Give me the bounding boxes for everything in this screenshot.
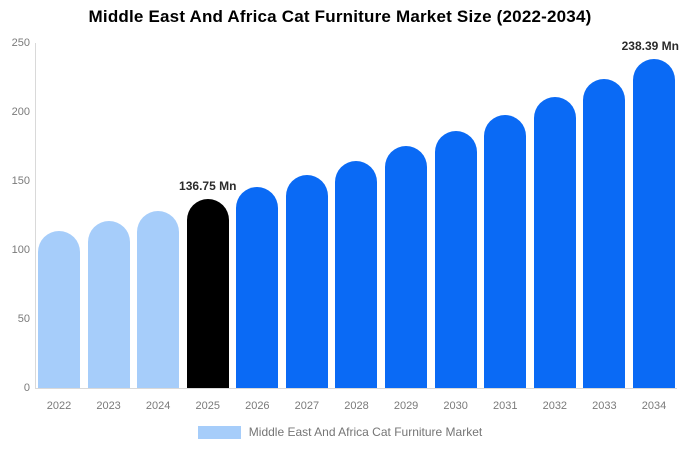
x-tick-label-2023: 2023 <box>96 400 121 412</box>
y-axis-line <box>35 43 36 388</box>
bar-2022[interactable] <box>38 231 80 388</box>
bar-2032[interactable] <box>533 97 576 388</box>
x-tick-label-2028: 2028 <box>344 400 369 412</box>
y-tick-label-150: 150 <box>11 175 30 187</box>
bar-2027[interactable] <box>285 174 328 388</box>
bar-2030[interactable] <box>434 131 477 388</box>
x-tick-label-2032: 2032 <box>542 400 568 412</box>
bar-2026[interactable] <box>236 187 279 388</box>
chart-title: Middle East And Africa Cat Furniture Mar… <box>88 7 592 26</box>
x-tick-label-2025: 2025 <box>195 400 220 412</box>
y-tick-label-50: 50 <box>17 313 30 325</box>
x-axis-line <box>35 388 677 389</box>
y-tick-label-0: 0 <box>23 382 30 394</box>
x-tick-label-2029: 2029 <box>393 400 419 412</box>
x-tick-label-2033: 2033 <box>592 400 617 412</box>
bar-2029[interactable] <box>385 146 428 388</box>
y-tick-label-100: 100 <box>11 244 30 256</box>
bar-2031[interactable] <box>484 114 527 388</box>
bar-2028[interactable] <box>335 160 378 388</box>
x-tick-label-2024: 2024 <box>145 400 171 412</box>
bar-2033[interactable] <box>583 78 626 388</box>
x-tick-label-2027: 2027 <box>294 400 320 412</box>
x-tick-label-2022: 2022 <box>46 400 72 412</box>
value-label-2025: 136.75 Mn <box>179 179 237 194</box>
x-tick-label-2034: 2034 <box>641 400 667 412</box>
y-tick-label-200: 200 <box>11 106 30 118</box>
legend-label[interactable]: Middle East And Africa Cat Furniture Mar… <box>248 425 483 439</box>
bar-2023[interactable] <box>87 221 130 388</box>
y-tick-label-250: 250 <box>11 37 30 49</box>
bar-2034[interactable] <box>632 59 675 388</box>
x-tick-label-2026: 2026 <box>245 400 270 412</box>
x-tick-label-2030: 2030 <box>443 400 468 412</box>
bar-2024[interactable] <box>137 210 180 388</box>
legend: Middle East And Africa Cat Furniture Mar… <box>0 425 680 439</box>
value-label-2034: 238.39 Mn <box>621 39 679 54</box>
bar-2025[interactable] <box>186 199 229 388</box>
x-tick-label-2031: 2031 <box>492 400 518 412</box>
legend-swatch[interactable] <box>197 425 241 439</box>
